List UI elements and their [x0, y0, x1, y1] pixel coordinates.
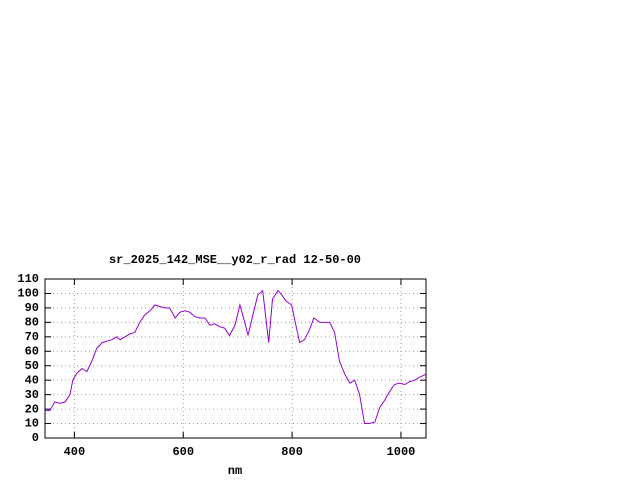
y-tick-label: 0: [32, 431, 39, 445]
y-tick-label: 90: [25, 301, 39, 315]
x-tick-label: 1000: [387, 445, 416, 459]
y-tick-label: 10: [25, 417, 39, 431]
y-tick-label: 40: [25, 373, 39, 387]
y-tick-label: 70: [25, 330, 39, 344]
y-tick-label: 100: [17, 287, 39, 301]
y-tick-label: 80: [25, 316, 39, 330]
data-line: [45, 289, 426, 424]
plot-border: [44, 278, 427, 439]
y-tick-label: 30: [25, 388, 39, 402]
x-tick-label: 400: [64, 445, 86, 459]
y-tick-label: 20: [25, 402, 39, 416]
x-tick-label: 600: [172, 445, 194, 459]
x-axis-label: nm: [228, 464, 242, 478]
x-tick-label: 800: [281, 445, 303, 459]
y-tick-label: 50: [25, 359, 39, 373]
y-tick-label: 110: [17, 272, 39, 286]
y-tick-label: 60: [25, 344, 39, 358]
chart-title: sr_2025_142_MSE__y02_r_rad 12-50-00: [109, 253, 361, 267]
